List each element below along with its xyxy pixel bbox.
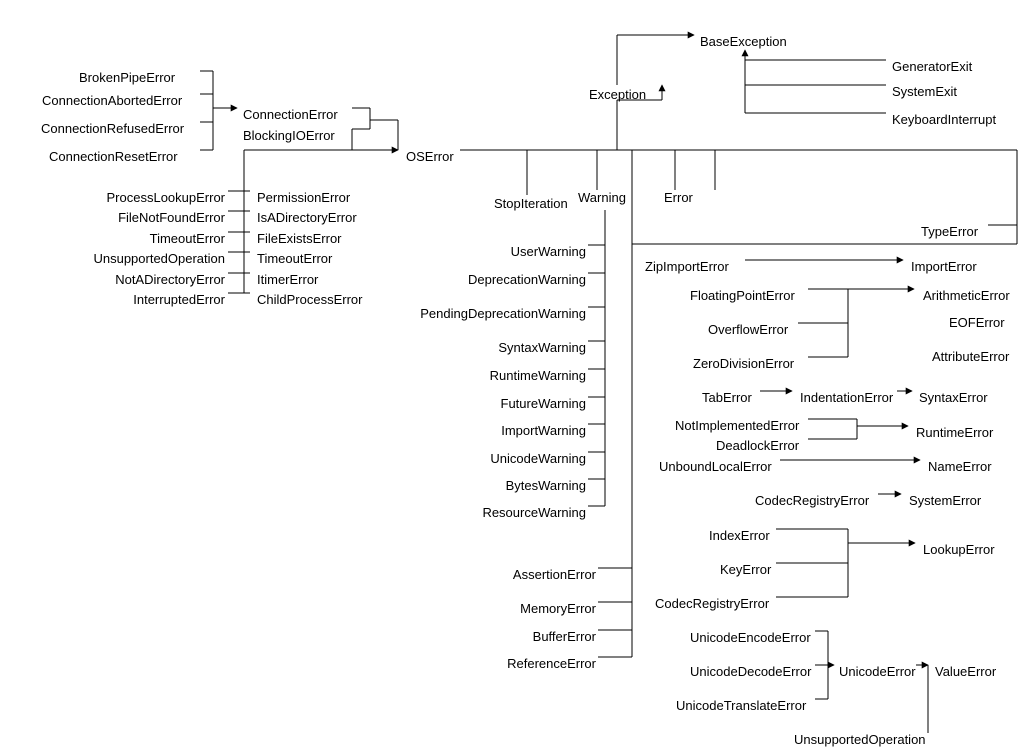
node-SystemExit: SystemExit: [892, 85, 957, 98]
node-UnicodeEncodeError: UnicodeEncodeError: [690, 631, 811, 644]
diagram-root: BaseException GeneratorExit SystemExit Keyb…: [0, 0, 1029, 753]
node-TabError: TabError: [702, 391, 752, 404]
node-BlockingIOError: BlockingIOError: [243, 129, 335, 142]
node-ProcessLookupError: ProcessLookupError: [107, 191, 226, 204]
node-KeyboardInterrupt: KeyboardInterrupt: [892, 113, 996, 126]
node-ConnectionResetError: ConnectionResetError: [49, 150, 178, 163]
node-UnicodeWarning: UnicodeWarning: [490, 452, 586, 465]
node-TimeoutError_l: TimeoutError: [150, 232, 225, 245]
node-NotADirectoryError: NotADirectoryError: [115, 273, 225, 286]
node-SystemError: SystemError: [909, 494, 981, 507]
node-OSError: OSError: [406, 150, 454, 163]
node-FileExistsError: FileExistsError: [257, 232, 342, 245]
node-NotImplementedError: NotImplementedError: [675, 419, 799, 432]
node-EOFError: EOFError: [949, 316, 1005, 329]
node-MemoryError: MemoryError: [520, 602, 596, 615]
node-KeyError: KeyError: [720, 563, 771, 576]
node-TimeoutError_r: TimeoutError: [257, 252, 332, 265]
node-ZipImportError: ZipImportError: [645, 260, 729, 273]
node-IndexError: IndexError: [709, 529, 770, 542]
node-BytesWarning: BytesWarning: [506, 479, 586, 492]
node-ImportError: ImportError: [911, 260, 977, 273]
node-AttributeError: AttributeError: [932, 350, 1009, 363]
node-RuntimeError: RuntimeError: [916, 426, 993, 439]
node-FloatingPointError: FloatingPointError: [690, 289, 795, 302]
node-TypeError: TypeError: [921, 225, 978, 238]
node-BufferError: BufferError: [533, 630, 596, 643]
node-BaseException: BaseException: [700, 35, 787, 48]
node-ImportWarning: ImportWarning: [501, 424, 586, 437]
node-ZeroDivisionError: ZeroDivisionError: [693, 357, 794, 370]
node-Exception: Exception: [589, 88, 646, 101]
node-ValueError: ValueError: [935, 665, 996, 678]
node-UserWarning: UserWarning: [511, 245, 586, 258]
node-RuntimeWarning: RuntimeWarning: [490, 369, 586, 382]
node-ResourceWarning: ResourceWarning: [482, 506, 586, 519]
node-IndentationError: IndentationError: [800, 391, 893, 404]
node-ConnectionError: ConnectionError: [243, 108, 338, 121]
node-FileNotFoundError: FileNotFoundError: [118, 211, 225, 224]
node-SyntaxError: SyntaxError: [919, 391, 988, 404]
node-CodecRegistryError_s: CodecRegistryError: [755, 494, 869, 507]
node-UnicodeTranslateError: UnicodeTranslateError: [676, 699, 806, 712]
node-Warning: Warning: [578, 191, 626, 204]
node-Error: Error: [664, 191, 693, 204]
node-PendingDeprecationWarning: PendingDeprecationWarning: [420, 307, 586, 320]
node-UnsupportedOperation_r: UnsupportedOperation: [794, 733, 926, 746]
node-CodecRegistryError_l: CodecRegistryError: [655, 597, 769, 610]
node-ChildProcessError: ChildProcessError: [257, 293, 362, 306]
node-SyntaxWarning: SyntaxWarning: [498, 341, 586, 354]
node-UnsupportedOperation_l: UnsupportedOperation: [93, 252, 225, 265]
node-AssertionError: AssertionError: [513, 568, 596, 581]
node-PermissionError: PermissionError: [257, 191, 350, 204]
node-LookupError: LookupError: [923, 543, 995, 556]
node-GeneratorExit: GeneratorExit: [892, 60, 972, 73]
node-UnboundLocalError: UnboundLocalError: [659, 460, 772, 473]
node-DeadlockError: DeadlockError: [716, 439, 799, 452]
node-StopIteration: StopIteration: [494, 197, 568, 210]
node-IsADirectoryError: IsADirectoryError: [257, 211, 357, 224]
node-UnicodeDecodeError: UnicodeDecodeError: [690, 665, 811, 678]
node-ArithmeticError: ArithmeticError: [923, 289, 1010, 302]
node-FutureWarning: FutureWarning: [501, 397, 587, 410]
node-InterruptedError: InterruptedError: [133, 293, 225, 306]
node-NameError: NameError: [928, 460, 992, 473]
node-OverflowError: OverflowError: [708, 323, 788, 336]
node-ConnectionRefusedError: ConnectionRefusedError: [41, 122, 184, 135]
node-UnicodeError: UnicodeError: [839, 665, 916, 678]
node-ItimerError: ItimerError: [257, 273, 318, 286]
node-BrokenPipeError: BrokenPipeError: [79, 71, 175, 84]
node-ReferenceError: ReferenceError: [507, 657, 596, 670]
node-DeprecationWarning: DeprecationWarning: [468, 273, 586, 286]
node-ConnectionAbortedError: ConnectionAbortedError: [42, 94, 182, 107]
